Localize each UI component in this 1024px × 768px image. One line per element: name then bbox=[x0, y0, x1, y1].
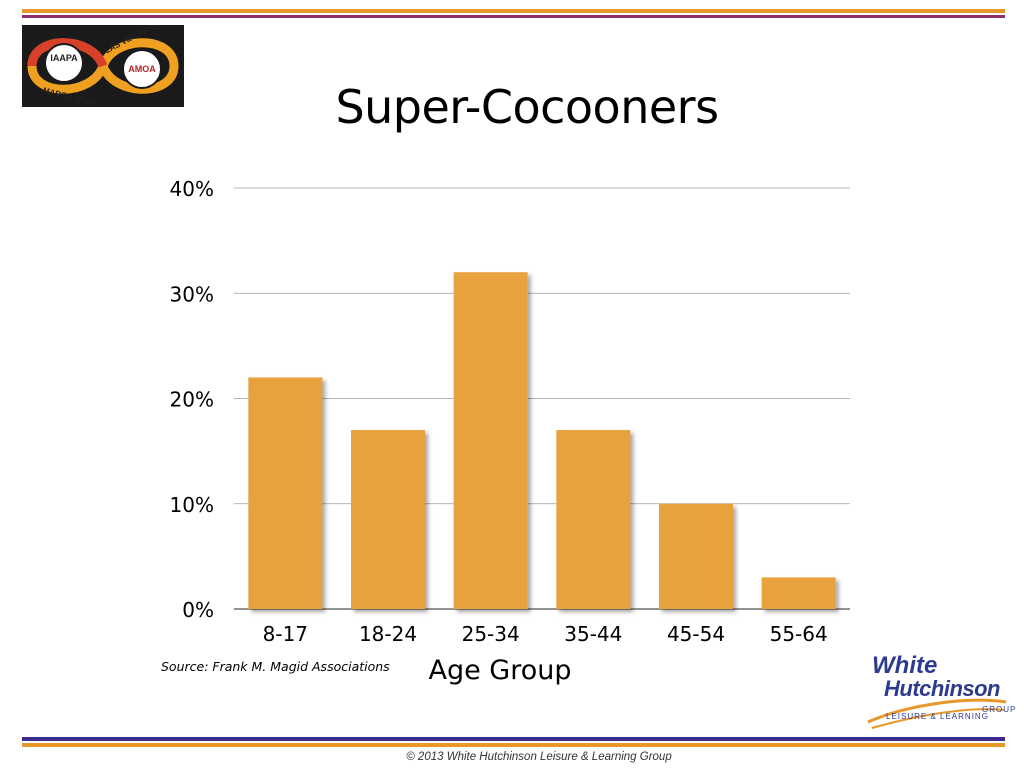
y-tick-label: 0% bbox=[182, 598, 214, 622]
white-hutchinson-logo: White Hutchinson LEISURE & LEARNING GROU… bbox=[864, 652, 1015, 732]
x-axis-label: Age Group bbox=[428, 655, 572, 686]
x-tick-label: 35-44 bbox=[564, 622, 622, 646]
x-tick-label: 55-64 bbox=[770, 622, 828, 646]
brand-logo-line4: GROUP bbox=[982, 705, 1017, 714]
x-tick-label: 8-17 bbox=[263, 622, 308, 646]
y-tick-label: 30% bbox=[170, 282, 214, 306]
bottom-orange-rule bbox=[22, 743, 1005, 747]
x-tick-label: 25-34 bbox=[462, 622, 520, 646]
brand-logo-line1: White bbox=[872, 652, 938, 679]
bar bbox=[659, 503, 733, 609]
event-logo: IAAPA AMOA LAS VEGAS, NV MARCH 20-22 bbox=[22, 25, 184, 107]
brand-logo-line2: Hutchinson bbox=[884, 676, 1001, 701]
event-logo-org1: IAAPA bbox=[50, 53, 78, 63]
x-tick-label: 18-24 bbox=[359, 622, 417, 646]
event-logo-org2: AMOA bbox=[128, 64, 156, 74]
top-purple-rule bbox=[22, 15, 1005, 18]
bar bbox=[248, 377, 323, 609]
bar bbox=[453, 272, 528, 609]
source-note: Source: Frank M. Magid Associations bbox=[161, 659, 390, 674]
y-tick-label: 10% bbox=[170, 493, 214, 517]
bar bbox=[761, 577, 836, 609]
footer-copyright: © 2013 White Hutchinson Leisure & Learni… bbox=[406, 751, 672, 763]
bar bbox=[351, 430, 425, 609]
bar bbox=[556, 430, 631, 609]
bottom-navy-rule bbox=[22, 737, 1005, 741]
x-tick-label: 45-54 bbox=[667, 622, 725, 646]
top-orange-rule bbox=[22, 9, 1005, 13]
slide-title: Super-Cocooners bbox=[335, 80, 719, 134]
brand-logo-line3: LEISURE & LEARNING bbox=[886, 712, 989, 721]
y-tick-label: 40% bbox=[170, 177, 214, 201]
swoosh-icon bbox=[867, 698, 1007, 729]
y-tick-label: 20% bbox=[170, 388, 214, 412]
